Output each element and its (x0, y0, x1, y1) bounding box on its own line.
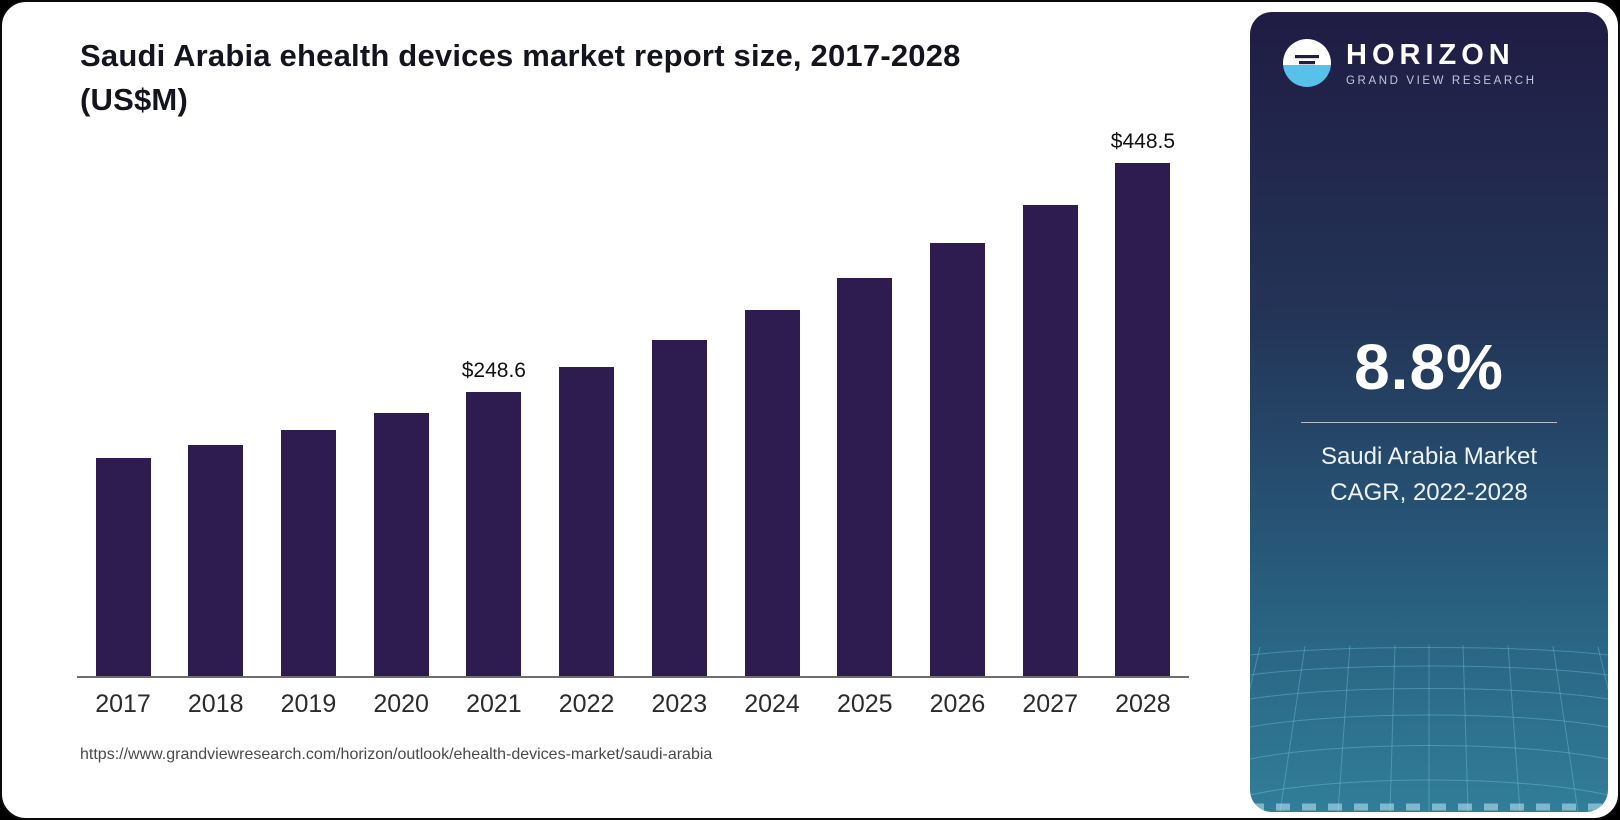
bar-2019 (280, 430, 336, 676)
bar-slot-2019 (262, 430, 354, 676)
bar-slot-2028: $448.5 (1097, 130, 1189, 676)
bar-slot-2023 (633, 340, 725, 676)
bar-slot-2026 (911, 243, 1003, 676)
bar-value-label-2021: $248.6 (461, 359, 526, 382)
bar-slot-2018 (170, 445, 262, 676)
chart-title: Saudi Arabia ehealth devices market repo… (80, 34, 961, 122)
bar-2021 (466, 392, 522, 676)
x-axis-label-2024: 2024 (744, 690, 800, 718)
brand-subtitle: GRAND VIEW RESEARCH (1346, 75, 1537, 87)
x-axis-label-2018: 2018 (187, 690, 244, 718)
x-axis-label-2020: 2020 (373, 690, 429, 718)
bar-2018 (188, 445, 244, 676)
brand-text: HORIZON GRAND VIEW RESEARCH (1346, 39, 1537, 87)
x-axis-label-2028: 2028 (1115, 690, 1171, 718)
cagr-label-line1: Saudi Arabia Market (1320, 443, 1538, 470)
cagr-stat-block: 8.8% Saudi Arabia Market CAGR, 2022-2028 (1250, 330, 1608, 511)
bar-2027 (1022, 205, 1078, 676)
x-axis-label-2019: 2019 (280, 690, 337, 718)
brand-name: HORIZON (1346, 39, 1515, 71)
source-url: https://www.grandviewresearch.com/horizo… (80, 746, 713, 763)
bar-2022 (559, 367, 615, 676)
bar-value-label-2028: $448.5 (1110, 130, 1176, 153)
bar-2025 (837, 278, 893, 676)
bar-slot-2027 (1004, 205, 1096, 676)
x-axis-label-2017: 2017 (95, 690, 151, 718)
x-axis-labels: 2017 2018 2019 2020 2021 2022 2023 2024 2025 2026… (77, 690, 1189, 719)
x-axis-label-2022: 2022 (558, 690, 615, 718)
x-axis-label-2025: 2025 (836, 690, 893, 718)
bar-slot-2025 (819, 278, 911, 676)
x-axis-label-2026: 2026 (929, 690, 986, 718)
x-axis-label-2023: 2023 (651, 690, 708, 718)
bar-2023 (651, 340, 707, 676)
horizon-logo: HORIZON GRAND VIEW RESEARCH (1282, 38, 1588, 88)
bar-slot-2022 (541, 367, 633, 676)
bar-slot-2020 (355, 413, 447, 676)
bar-2028 (1115, 163, 1171, 676)
stat-divider (1301, 422, 1557, 423)
brand-panel: HORIZON GRAND VIEW RESEARCH 8.8% Saudi A… (1250, 12, 1608, 812)
horizon-logo-icon (1282, 38, 1332, 88)
wireframe-mesh-decoration (1250, 644, 1608, 812)
bar-2026 (929, 243, 985, 676)
x-axis-label-2027: 2027 (1022, 690, 1078, 718)
bar-chart-plot-area: $248.6 $448.5 (77, 130, 1189, 678)
x-axis-label-2021: 2021 (466, 690, 522, 718)
chart-title-line1: Saudi Arabia ehealth devices market repo… (80, 38, 961, 73)
bar-slot-2021: $248.6 (448, 359, 540, 676)
cagr-label: Saudi Arabia Market CAGR, 2022-2028 (1250, 439, 1608, 511)
cagr-value: 8.8% (1354, 331, 1504, 403)
bar-2024 (744, 310, 800, 676)
bar-2020 (373, 413, 429, 676)
bar-2017 (95, 458, 151, 676)
bar-chart: $248.6 $448.5 2017 2018 2019 2020 2021 2022 202… (77, 130, 1189, 719)
chart-title-line2: (US$M) (80, 82, 188, 117)
bar-slot-2017 (77, 458, 169, 676)
bar-slot-2024 (726, 310, 818, 676)
cagr-label-line2: CAGR, 2022-2028 (1330, 479, 1528, 506)
